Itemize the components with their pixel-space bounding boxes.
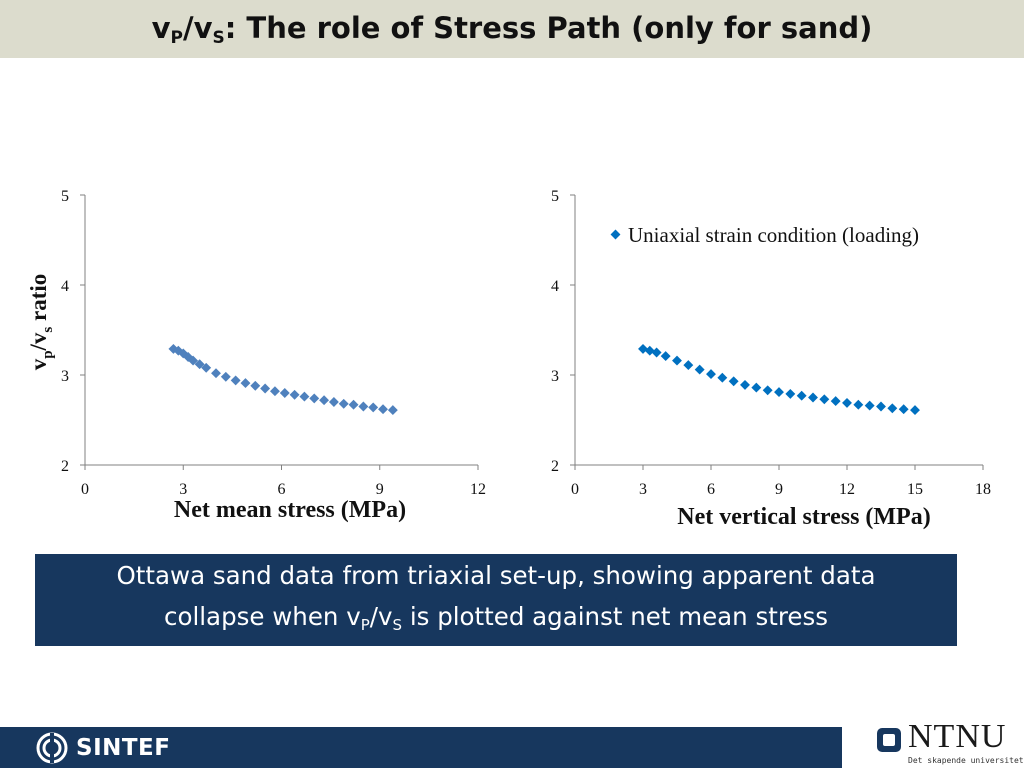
caption-subscript: P (360, 615, 370, 634)
y-tick-label: 2 (61, 458, 69, 475)
chart2-legend: Uniaxial strain condition (loading) (610, 223, 919, 247)
y-tick-label: 3 (551, 368, 559, 385)
caption-part: /v (369, 601, 393, 631)
data-point (876, 401, 886, 412)
data-point (785, 388, 796, 399)
caption-part: collapse when v (163, 601, 361, 631)
y-tick-label: 4 (61, 278, 69, 295)
data-point (672, 355, 682, 366)
data-point (378, 404, 388, 415)
data-point (328, 397, 339, 407)
title-subscript: S (212, 27, 225, 48)
data-point (188, 355, 199, 366)
caption-line-2: collapse when vP/vS is plotted against n… (164, 596, 828, 646)
y-tick-label: 4 (551, 278, 559, 295)
data-point (796, 390, 807, 401)
title-part: /v (182, 10, 213, 45)
data-point (762, 385, 773, 396)
data-point (220, 371, 231, 382)
data-point (651, 347, 662, 358)
sintef-logo: SINTEF (36, 732, 170, 764)
chart1-xlabel: Net mean stress (MPa) (174, 497, 406, 523)
caption-part: is plotted against net mean stress (402, 601, 829, 631)
data-point (289, 389, 300, 400)
x-tick-label: 9 (376, 481, 384, 498)
data-point (717, 372, 728, 383)
x-tick-label: 12 (839, 481, 855, 498)
x-tick-label: 3 (179, 481, 187, 498)
data-point (338, 398, 349, 409)
title-bar: vP/vS: The role of Stress Path (only for… (0, 0, 1024, 58)
data-point (348, 399, 359, 410)
data-point (819, 394, 830, 405)
data-point (319, 395, 330, 406)
data-point (240, 378, 251, 389)
data-point (706, 369, 716, 380)
data-point (864, 400, 875, 411)
chart-net-mean-stress: vp/vs ratio Net mean stress (MPa) 2 3 4 5 0 3… (26, 188, 486, 523)
data-point (279, 388, 290, 398)
data-point (887, 403, 898, 414)
chart-net-vertical-stress: Net vertical stress (MPa) Uniaxial strai… (551, 188, 991, 530)
data-point (644, 345, 655, 356)
ntnu-logo-text: NTNU (908, 718, 1007, 755)
ntnu-emblem-icon (877, 728, 901, 752)
data-point (683, 360, 694, 371)
caption-line-1: Ottawa sand data from triaxial set-up, s… (116, 560, 876, 590)
x-tick-label: 9 (775, 481, 783, 498)
data-point (260, 383, 271, 394)
charts-area: vp/vs ratio Net mean stress (MPa) 2 3 4 5 0 3… (26, 188, 991, 530)
title-part: v (151, 10, 171, 45)
sintef-emblem-icon (36, 732, 68, 764)
data-point (728, 376, 739, 387)
data-point (751, 382, 762, 393)
data-point (830, 396, 841, 407)
data-point (898, 404, 909, 415)
data-point (299, 391, 310, 402)
data-point (270, 386, 280, 397)
x-tick-label: 15 (907, 481, 923, 498)
x-tick-label: 6 (278, 481, 286, 498)
data-point (250, 380, 261, 391)
data-point (842, 397, 852, 408)
data-point (638, 343, 648, 354)
title-part: : The role of Stress Path (only for sand… (224, 10, 873, 45)
x-tick-label: 3 (639, 481, 647, 498)
data-point (853, 399, 864, 410)
data-point (660, 351, 671, 362)
sintef-logo-text: SINTEF (76, 735, 171, 761)
data-point (808, 392, 818, 403)
legend-label: Uniaxial strain condition (loading) (628, 223, 919, 247)
data-point (740, 379, 750, 390)
legend-marker (610, 229, 621, 240)
x-tick-label: 6 (707, 481, 715, 498)
y-tick-label: 2 (551, 458, 559, 475)
data-point (910, 405, 920, 416)
data-point (358, 401, 369, 412)
title-subscript: P (170, 27, 183, 48)
footer-band (0, 727, 842, 768)
data-point (194, 359, 205, 370)
data-point (201, 362, 212, 373)
data-point (211, 368, 221, 379)
caption-subscript: S (392, 615, 403, 634)
y-tick-label: 5 (551, 188, 559, 205)
y-tick-label: 5 (61, 188, 69, 205)
data-point (368, 402, 379, 413)
slide-title: vP/vS: The role of Stress Path (only for… (152, 11, 873, 48)
data-point (387, 405, 398, 416)
data-point (774, 387, 784, 398)
chart1-ylabel: vp/vs ratio (26, 274, 56, 371)
caption-box: Ottawa sand data from triaxial set-up, s… (35, 554, 957, 646)
x-tick-label: 12 (470, 481, 486, 498)
x-tick-label: 0 (81, 481, 89, 498)
data-point (230, 375, 241, 386)
y-tick-label: 3 (61, 368, 69, 385)
ntnu-tagline: Det skapende universitet (908, 756, 1024, 765)
chart2-xlabel: Net vertical stress (MPa) (677, 504, 930, 530)
x-tick-label: 18 (975, 481, 991, 498)
data-point (694, 364, 705, 375)
data-point (309, 393, 320, 404)
x-tick-label: 0 (571, 481, 579, 498)
